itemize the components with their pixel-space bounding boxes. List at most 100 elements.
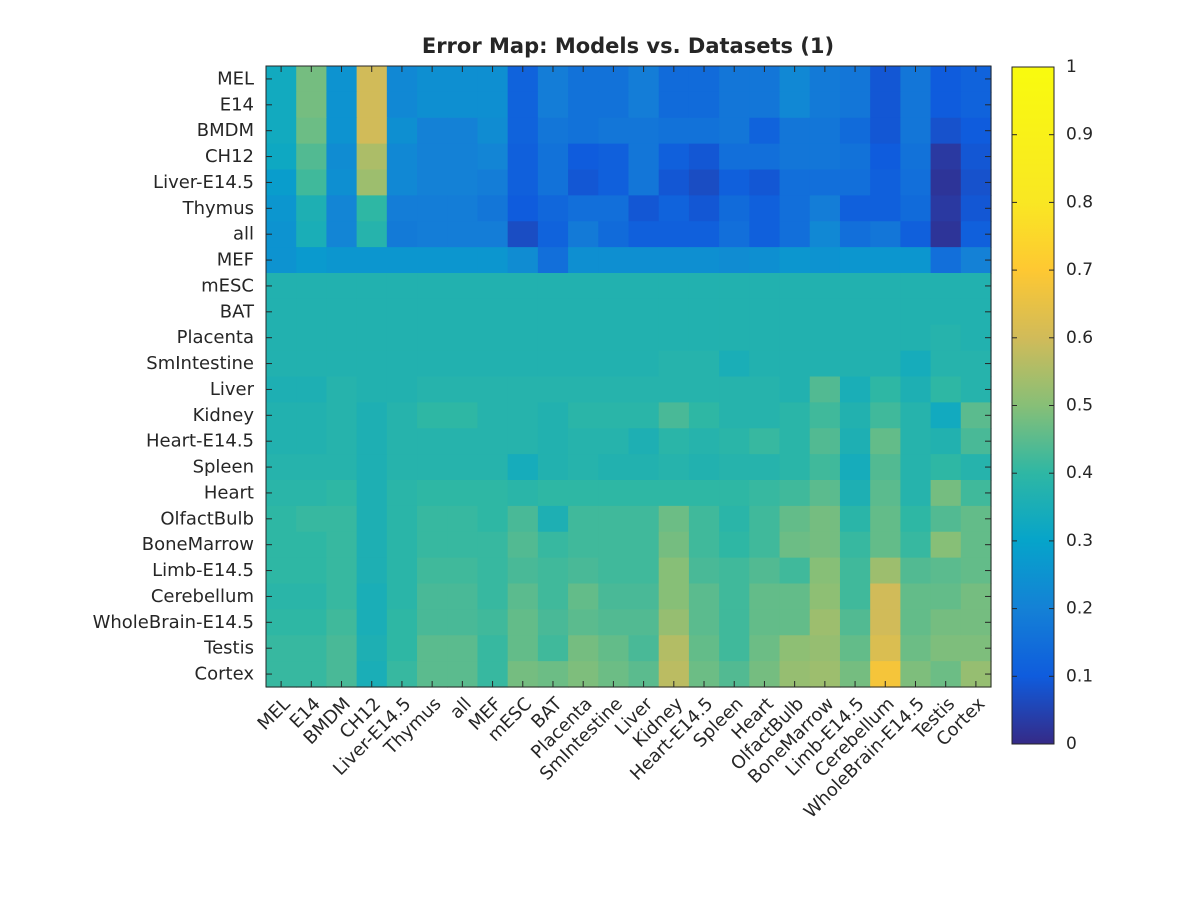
heatmap-cell: [477, 221, 509, 248]
heatmap-cell: [658, 195, 690, 222]
heatmap-cell: [568, 505, 599, 533]
heatmap-cell: [326, 480, 358, 507]
heatmap-cell: [537, 195, 569, 222]
heatmap-cell: [779, 609, 811, 636]
heatmap-cell: [930, 91, 962, 119]
heatmap-cell: [447, 480, 479, 507]
heatmap-cell: [477, 428, 509, 455]
heatmap-cell: [568, 635, 599, 662]
heatmap-cell: [477, 557, 509, 585]
heatmap-cell: [809, 91, 841, 119]
heatmap-cell: [900, 91, 932, 119]
heatmap-cell: [719, 428, 750, 455]
heatmap-cell: [719, 350, 750, 378]
heatmap-cell: [688, 454, 720, 481]
heatmap-cell: [809, 609, 841, 636]
heatmap-cell: [930, 117, 962, 145]
heatmap-cell: [386, 557, 418, 585]
heatmap-cell: [749, 324, 781, 352]
heatmap-cell: [749, 169, 781, 196]
y-tick-label: Testis: [203, 638, 254, 659]
heatmap-cell: [356, 609, 388, 636]
heatmap-cell: [809, 428, 841, 455]
heatmap-cell: [417, 324, 448, 352]
heatmap-cell: [658, 91, 690, 119]
heatmap-cell: [598, 402, 630, 429]
heatmap-cell: [658, 531, 690, 559]
heatmap-cell: [658, 221, 690, 248]
heatmap-cell: [507, 273, 539, 300]
heatmap-cell: [537, 91, 569, 119]
heatmap-cell: [809, 298, 841, 326]
heatmap-cell: [598, 428, 630, 455]
chart-title: Error Map: Models vs. Datasets (1): [422, 34, 834, 58]
heatmap-cell: [719, 505, 750, 533]
heatmap-cell: [719, 298, 750, 326]
heatmap-cell: [537, 376, 569, 403]
heatmap-cell: [447, 428, 479, 455]
heatmap-cell: [447, 91, 479, 119]
heatmap-cell: [719, 195, 750, 222]
heatmap-cell: [326, 505, 358, 533]
heatmap-cell: [870, 557, 901, 585]
heatmap-cell: [386, 428, 418, 455]
heatmap-cell: [507, 505, 539, 533]
heatmap-cell: [386, 505, 418, 533]
heatmap-cell: [719, 143, 750, 171]
heatmap-cell: [809, 247, 841, 274]
heatmap-cell: [296, 117, 328, 145]
y-tick-label: CH12: [205, 146, 254, 167]
heatmap-cell: [839, 324, 871, 352]
heatmap-cell: [296, 609, 328, 636]
heatmap-cell: [417, 454, 448, 481]
heatmap-cell: [477, 583, 509, 610]
heatmap-cell: [779, 531, 811, 559]
heatmap-cell: [447, 221, 479, 248]
heatmap-cell: [900, 117, 932, 145]
colorbar-tick-label: 0.5: [1066, 396, 1093, 416]
heatmap-cell: [417, 583, 448, 610]
heatmap-cell: [598, 195, 630, 222]
heatmap-cell: [749, 298, 781, 326]
heatmap-cell: [417, 480, 448, 507]
y-tick-label: Cerebellum: [151, 586, 254, 607]
heatmap-cell: [719, 91, 750, 119]
y-tick-label: Heart-E14.5: [146, 431, 254, 452]
heatmap-cell: [568, 169, 599, 196]
heatmap-cell: [507, 298, 539, 326]
heatmap-cell: [809, 117, 841, 145]
heatmap-cell: [537, 350, 569, 378]
heatmap-cell: [568, 350, 599, 378]
heatmap-cell: [537, 480, 569, 507]
heatmap-cell: [356, 298, 388, 326]
y-tick-label: all: [233, 224, 254, 245]
heatmap-cell: [870, 350, 901, 378]
heatmap-cell: [356, 635, 388, 662]
heatmap-cell: [628, 195, 660, 222]
heatmap-cell: [296, 583, 328, 610]
heatmap-cell: [749, 480, 781, 507]
heatmap-cell: [839, 402, 871, 429]
heatmap-cell: [930, 350, 962, 378]
heatmap-cell: [839, 143, 871, 171]
y-tick-label: BAT: [220, 301, 255, 322]
heatmap-cell: [930, 195, 962, 222]
heatmap-cell: [507, 143, 539, 171]
heatmap-cell: [839, 376, 871, 403]
heatmap-cell: [326, 428, 358, 455]
y-tick-label: MEF: [217, 250, 254, 271]
heatmap-cell: [477, 298, 509, 326]
heatmap-cell: [568, 402, 599, 429]
heatmap-cell: [749, 428, 781, 455]
heatmap-cell: [839, 169, 871, 196]
heatmap-cell: [839, 247, 871, 274]
heatmap-cell: [628, 376, 660, 403]
heatmap-cell: [296, 169, 328, 196]
heatmap-cell: [386, 273, 418, 300]
heatmap-cells: [266, 66, 992, 688]
heatmap-cell: [628, 531, 660, 559]
heatmap-cell: [326, 143, 358, 171]
heatmap-cell: [779, 402, 811, 429]
heatmap-cell: [628, 117, 660, 145]
heatmap-cell: [598, 324, 630, 352]
